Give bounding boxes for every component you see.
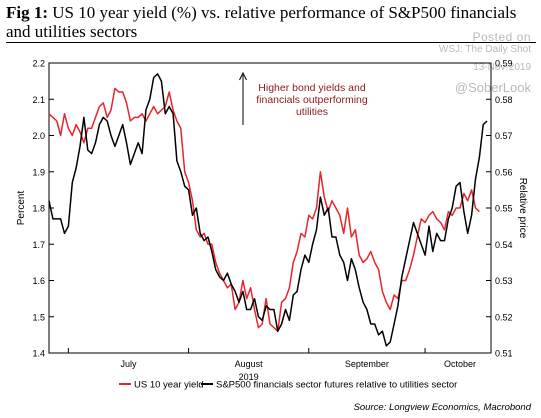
source-note: Source: Longview Economics, Macrobond: [353, 402, 531, 413]
left-y-tick-label: 1.9: [32, 167, 45, 177]
annotation-arrow-head: [239, 71, 247, 81]
right-y-tick-label: 0.55: [495, 204, 513, 214]
right-y-tick-label: 0.59: [495, 59, 513, 69]
right-y-tick-label: 0.53: [495, 276, 513, 286]
chart-title: Fig 1: US 10 year yield (%) vs. relative…: [6, 3, 536, 41]
left-y-tick-label: 2.2: [32, 59, 45, 69]
left-y-tick-label: 1.5: [32, 312, 45, 322]
right-y-tick-label: 0.51: [495, 349, 513, 359]
annotation-line-1: Higher bond yields and: [258, 82, 366, 94]
watermark-date: 13-Nov-2019: [473, 62, 531, 73]
x-tick-label: September: [345, 359, 389, 369]
legend-label-financials-vs-utilities: S&P500 financials sector futures relativ…: [216, 380, 457, 391]
right-y-tick-label: 0.57: [495, 131, 513, 141]
watermark-posted: Posted on: [472, 30, 531, 44]
series-line-us-10y-yield: [48, 87, 480, 333]
annotation-line-2: financials outperforming: [256, 94, 368, 106]
series-line-financials-vs-utilities: [48, 73, 488, 347]
watermark-outlet: WSJ: The Daily Shot: [438, 44, 531, 55]
right-y-tick-label: 0.56: [495, 167, 513, 177]
x-tick-label: August: [235, 359, 264, 369]
title-divider: [6, 42, 536, 43]
right-y-axis-title: Relative price: [517, 178, 528, 239]
left-y-tick-label: 1.6: [32, 276, 45, 286]
fig-label: Fig 1:: [6, 3, 49, 22]
legend-label-us-10y-yield: US 10 year yield: [134, 380, 204, 391]
x-tick-label: October: [444, 359, 476, 369]
left-y-tick-label: 1.7: [32, 240, 45, 250]
title-text: US 10 year yield (%) vs. relative perfor…: [6, 3, 517, 41]
watermark-handle: @SoberLook: [454, 80, 531, 95]
x-tick-label: July: [120, 359, 137, 369]
right-y-tick-label: 0.58: [495, 95, 513, 105]
left-y-tick-label: 1.4: [32, 349, 45, 359]
left-y-axis-title: Percent: [16, 191, 27, 226]
right-y-tick-label: 0.52: [495, 312, 513, 322]
left-y-tick-label: 1.8: [32, 204, 45, 214]
right-y-tick-label: 0.54: [495, 240, 513, 250]
chart-annotation: Higher bond yields and financials outper…: [248, 82, 376, 118]
left-y-tick-label: 2.0: [32, 131, 45, 141]
x-axis-label: 2019: [239, 372, 259, 382]
annotation-line-3: utilities: [295, 106, 329, 118]
left-y-tick-label: 2.1: [32, 95, 45, 105]
